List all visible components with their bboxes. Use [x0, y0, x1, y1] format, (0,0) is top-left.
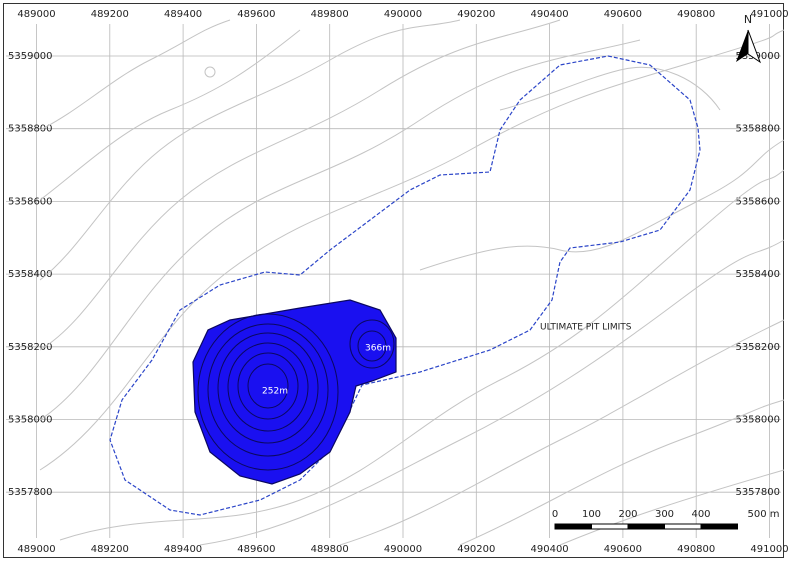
- x-coordinate-label: 490600: [604, 9, 642, 20]
- contour: [39, 19, 231, 131]
- scale-segment: [627, 523, 665, 530]
- depth-label: 252m: [262, 387, 288, 397]
- y-coordinate-label: 5357800: [8, 487, 53, 498]
- y-coordinate-label: 5358000: [8, 415, 53, 426]
- scale-segment: [554, 523, 592, 530]
- y-coordinate-label: 5357800: [735, 487, 780, 498]
- x-coordinate-label: 489400: [164, 544, 202, 555]
- x-coordinate-label: 489200: [91, 544, 129, 555]
- grid: 489000 489000 489200 489200 489400 489400 4896…: [6, 9, 788, 555]
- contour: [459, 399, 785, 546]
- y-coordinate-label: 5358200: [8, 342, 53, 353]
- scale-segment: [591, 523, 629, 530]
- x-coordinate-label: 491000: [750, 544, 788, 555]
- pit-body: [192, 299, 397, 485]
- y-coordinate-label: 5358800: [735, 124, 780, 135]
- scale-label: 300: [655, 509, 674, 520]
- y-coordinate-label: 5359000: [8, 51, 53, 62]
- bench: [247, 363, 289, 409]
- topographic-contours: [39, 19, 785, 546]
- x-coordinate-label: 489000: [17, 9, 55, 20]
- x-coordinate-label: 489000: [17, 544, 55, 555]
- contour: [419, 139, 785, 271]
- depth-label: 366m: [365, 344, 391, 354]
- scale-bar: 0 100 200 300 400 500 m: [552, 509, 780, 530]
- north-label: N: [744, 13, 752, 26]
- x-coordinate-label: 490200: [457, 544, 495, 555]
- y-coordinate-label: 5358400: [8, 269, 53, 280]
- bench: [207, 323, 329, 457]
- x-coordinate-label: 489600: [237, 9, 275, 20]
- x-coordinate-label: 490000: [384, 544, 422, 555]
- scale-label: 0: [552, 509, 558, 520]
- y-coordinate-label: 5358400: [735, 269, 780, 280]
- contour: [199, 239, 785, 546]
- pit-limit-label: ULTIMATE PIT LIMITS: [540, 323, 632, 333]
- north-arrow: N: [736, 13, 762, 64]
- contour: [39, 19, 461, 281]
- x-coordinate-label: 490800: [677, 9, 715, 20]
- bench: [217, 332, 319, 444]
- x-coordinate-label: 491000: [750, 9, 788, 20]
- contour: [59, 169, 785, 541]
- scale-segment: [700, 523, 738, 530]
- x-coordinate-label: 490200: [457, 9, 495, 20]
- x-coordinate-label: 489200: [91, 9, 129, 20]
- x-coordinate-label: 489600: [237, 544, 275, 555]
- y-coordinate-label: 5358800: [8, 124, 53, 135]
- contour: [39, 19, 561, 351]
- x-coordinate-label: 490000: [384, 9, 422, 20]
- contour: [559, 469, 785, 546]
- x-coordinate-label: 490800: [677, 544, 715, 555]
- x-coordinate-label: 489800: [311, 9, 349, 20]
- contour: [39, 29, 301, 201]
- pit-shell: [192, 299, 397, 485]
- x-coordinate-label: 490600: [604, 544, 642, 555]
- arrow-right: [747, 29, 762, 64]
- y-coordinate-label: 5358000: [735, 415, 780, 426]
- scale-label: 400: [691, 509, 710, 520]
- contour: [339, 319, 785, 546]
- bench: [227, 342, 309, 432]
- arrow-left: [736, 30, 748, 62]
- x-coordinate-label: 489400: [164, 9, 202, 20]
- x-coordinate-label: 490400: [531, 9, 569, 20]
- y-coordinate-label: 5358600: [8, 196, 53, 207]
- contour: [499, 66, 721, 111]
- bench: [357, 330, 387, 362]
- y-coordinate-label: 5358200: [735, 342, 780, 353]
- scale-label: 100: [582, 509, 601, 520]
- x-coordinate-label: 490400: [531, 544, 569, 555]
- scale-label: 500 m: [748, 509, 780, 520]
- map-frame: [3, 3, 784, 558]
- x-coordinate-label: 489800: [311, 544, 349, 555]
- scale-label: 200: [618, 509, 637, 520]
- pit-limit-outline: [109, 55, 701, 516]
- y-coordinate-label: 5358600: [735, 196, 780, 207]
- scale-segment: [664, 523, 702, 530]
- bench: [197, 313, 339, 471]
- contour: [204, 66, 216, 78]
- bench: [349, 319, 395, 369]
- bench: [237, 352, 299, 420]
- contour: [39, 39, 641, 421]
